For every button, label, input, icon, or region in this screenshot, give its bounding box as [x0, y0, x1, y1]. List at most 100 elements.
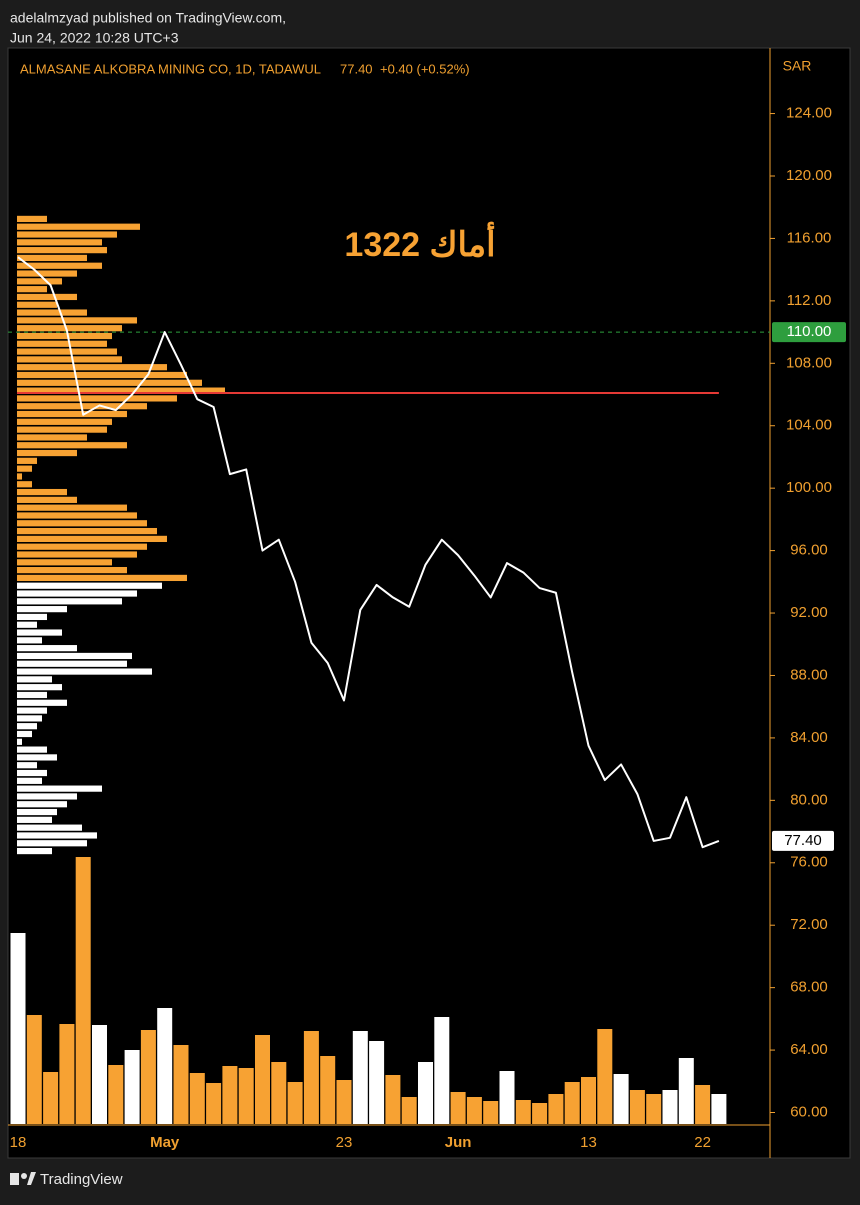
profile-bar: [17, 707, 47, 714]
x-tick-label: 13: [580, 1134, 597, 1151]
profile-bar: [17, 520, 147, 527]
profile-bar: [17, 332, 112, 340]
profile-bar: [17, 340, 107, 347]
symbol-title: ALMASANE ALKOBRA MINING CO, 1D, TADAWUL: [20, 61, 321, 76]
y-tick-label: 76.00: [790, 854, 828, 871]
volume-bar: [303, 1031, 319, 1124]
profile-bar: [17, 801, 67, 808]
y-tick-label: 68.00: [790, 979, 828, 996]
profile-bar: [17, 434, 87, 441]
profile-bar: [17, 559, 112, 566]
x-tick-label: Jun: [445, 1134, 472, 1151]
profile-bar: [17, 816, 52, 823]
volume-bar: [92, 1025, 107, 1124]
volume-bar: [662, 1090, 678, 1124]
profile-bar: [17, 769, 47, 777]
y-tick-label: 104.00: [786, 417, 832, 434]
profile-bar: [17, 527, 157, 535]
y-tick-label: 100.00: [786, 479, 832, 496]
currency: SAR: [783, 58, 812, 74]
volume-bar: [401, 1097, 417, 1124]
volume-bar: [59, 1024, 75, 1124]
profile-bar: [17, 301, 57, 308]
volume-bar: [320, 1056, 336, 1124]
volume-bar: [629, 1090, 645, 1124]
volume-bar: [43, 1072, 59, 1124]
volume-bar: [124, 1050, 140, 1124]
profile-bar: [17, 598, 122, 605]
volume-bar: [255, 1035, 270, 1124]
last-price-label: 77.40: [784, 832, 822, 849]
volume-bar: [548, 1094, 564, 1124]
y-tick-label: 96.00: [790, 542, 828, 559]
profile-bar: [17, 442, 127, 449]
profile-bar: [17, 231, 117, 238]
y-tick-label: 72.00: [790, 916, 828, 933]
y-tick-label: 124.00: [786, 105, 832, 122]
profile-bar: [17, 676, 52, 683]
profile-bar: [17, 254, 87, 262]
profile-bar: [17, 840, 87, 847]
profile-bar: [17, 652, 132, 660]
logo-part: [27, 1172, 36, 1185]
volume-bar: [515, 1100, 531, 1124]
footer-logo: [10, 1172, 36, 1185]
last-price-box: [772, 830, 834, 851]
volume-bar: [287, 1082, 303, 1124]
volume-bar: [352, 1031, 368, 1124]
profile-bar: [17, 262, 102, 269]
profile-bar: [17, 808, 57, 816]
profile-bar: [17, 691, 47, 699]
price-line: [17, 256, 720, 849]
profile-bar: [17, 286, 47, 293]
profile-bar: [17, 629, 62, 636]
profile-bar: [17, 223, 140, 230]
profile-bar: [17, 488, 67, 496]
volume-bar: [238, 1068, 254, 1124]
volume-bar: [157, 1008, 173, 1124]
profile-bar: [17, 215, 47, 223]
profile-bar: [17, 481, 32, 488]
profile-bar: [17, 496, 77, 503]
profile-bar: [17, 418, 112, 425]
profile-bar: [17, 371, 187, 379]
profile-bar: [17, 348, 117, 355]
volume-bar: [206, 1083, 222, 1124]
profile-bar: [17, 730, 32, 738]
y-tick-label: 116.00: [787, 229, 832, 246]
volume-bar: [532, 1103, 548, 1124]
profile-bar: [17, 637, 42, 644]
volume-bar: [369, 1041, 385, 1124]
alert-label: 110.00: [787, 323, 832, 340]
profile-bar: [17, 364, 167, 371]
y-tick-label: 112.00: [787, 292, 832, 309]
volume-bar: [271, 1062, 287, 1124]
volume-bar: [646, 1094, 662, 1124]
x-tick-label: 18: [10, 1134, 27, 1151]
profile-bar: [17, 746, 47, 753]
y-tick-label: 88.00: [790, 666, 828, 683]
x-tick-label: 23: [336, 1134, 353, 1151]
profile-bar: [17, 387, 225, 394]
profile-bar: [17, 832, 97, 839]
profile-bar: [17, 847, 52, 855]
y-tick-label: 92.00: [790, 604, 828, 621]
profile-bar: [17, 567, 127, 574]
legend-change: +0.40 (+0.52%): [380, 61, 470, 76]
chart-pane: [7, 47, 851, 1159]
profile-bar: [17, 504, 127, 511]
profile-bar: [17, 457, 37, 464]
profile-bar: [17, 543, 147, 550]
profile-bar: [17, 660, 127, 667]
alert-label-box: [772, 322, 846, 343]
volume-bar: [140, 1030, 156, 1124]
profile-bar: [17, 512, 137, 519]
profile-bar: [17, 777, 42, 784]
volume-bar: [189, 1073, 205, 1124]
volume-bar: [336, 1080, 352, 1124]
profile-bar: [17, 785, 102, 792]
volume-bar: [499, 1071, 515, 1124]
volume-bar: [10, 933, 26, 1124]
profile-bar: [17, 473, 22, 480]
